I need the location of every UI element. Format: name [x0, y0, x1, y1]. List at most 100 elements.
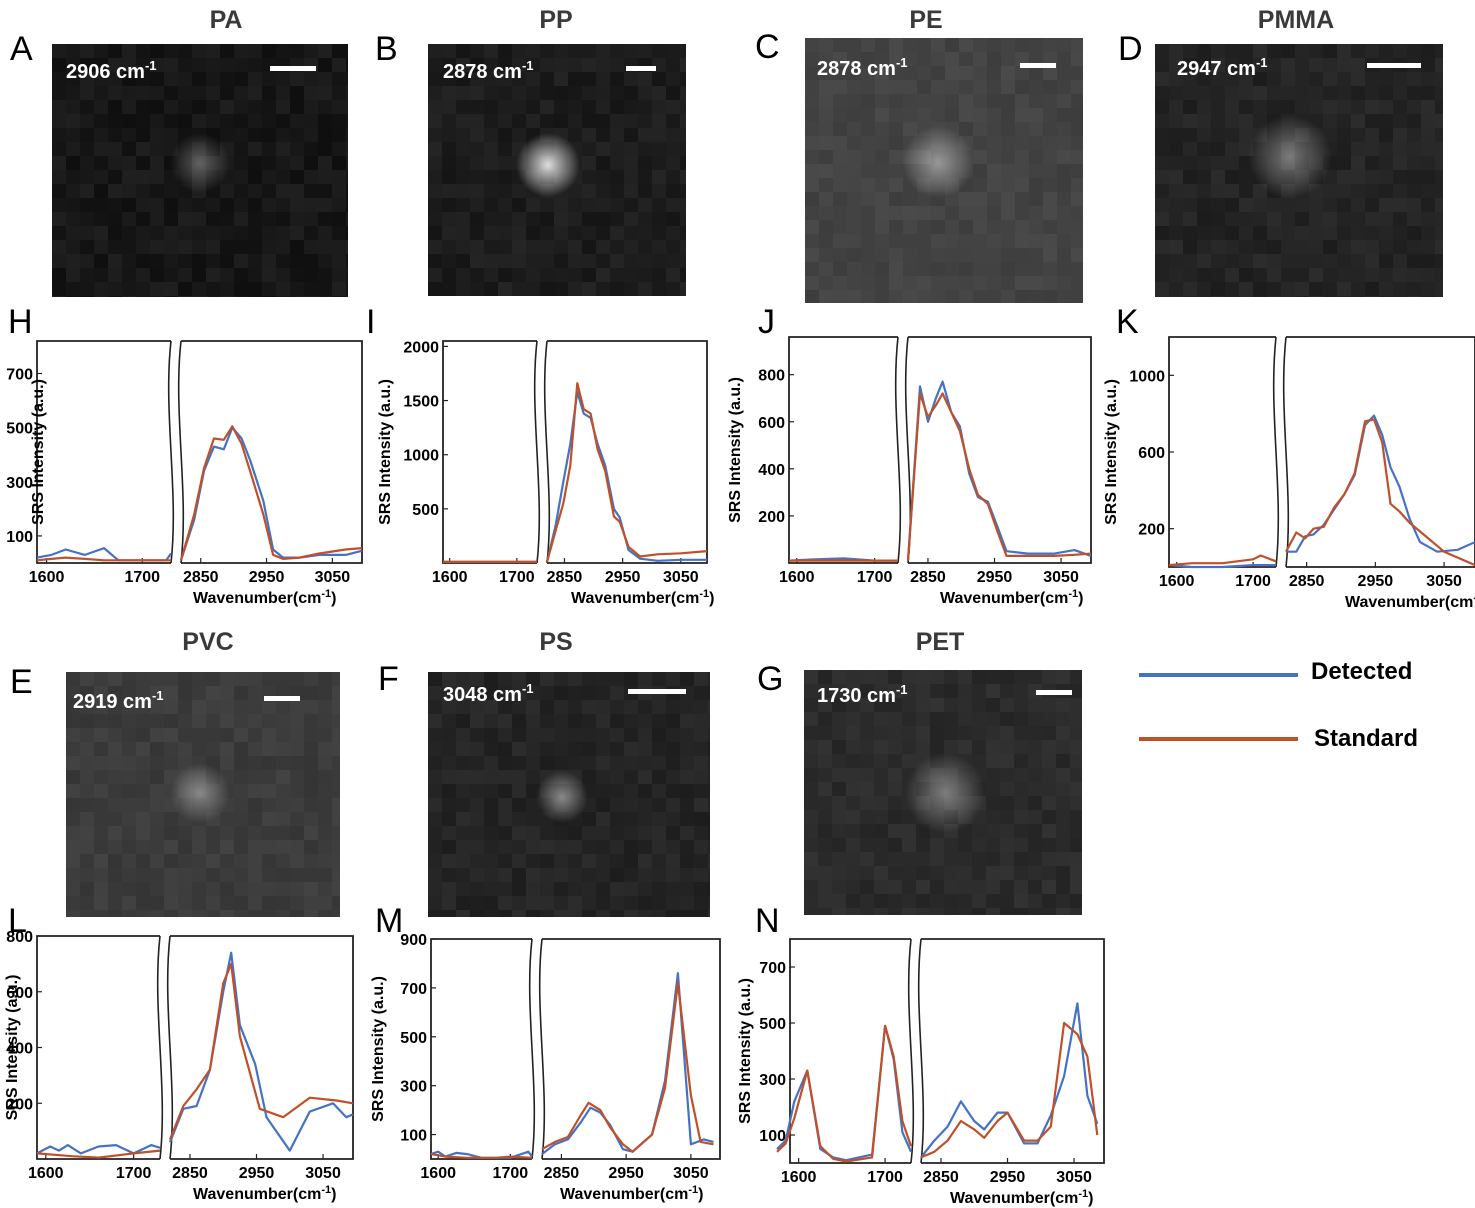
- image-pixel: [1042, 894, 1056, 908]
- image-pixel: [276, 868, 290, 882]
- y-tick-label: 500: [412, 502, 439, 519]
- image-pixel: [1309, 44, 1323, 58]
- image-pixel: [1014, 670, 1028, 684]
- image-pixel: [1169, 58, 1183, 72]
- image-pixel: [945, 80, 959, 94]
- image-pixel: [568, 254, 582, 268]
- image-pixel: [903, 248, 917, 262]
- image-pixel: [1365, 198, 1379, 212]
- panel-title: PS: [539, 628, 572, 656]
- image-pixel: [1001, 192, 1015, 206]
- image-pixel: [332, 896, 340, 910]
- image-pixel: [1014, 852, 1028, 866]
- image-pixel: [262, 812, 276, 826]
- image-pixel: [582, 142, 596, 156]
- image-pixel: [610, 128, 624, 142]
- image-pixel: [66, 282, 80, 296]
- image-pixel: [610, 798, 624, 812]
- image-pixel: [1183, 296, 1197, 297]
- image-pixel: [318, 44, 332, 58]
- image-pixel: [470, 86, 484, 100]
- image-pixel: [708, 826, 710, 840]
- image-pixel: [442, 226, 456, 240]
- image-pixel: [652, 756, 666, 770]
- image-pixel: [804, 796, 818, 810]
- image-pixel: [860, 726, 874, 740]
- image-pixel: [1323, 254, 1337, 268]
- image-pixel: [568, 100, 582, 114]
- image-pixel: [846, 880, 860, 894]
- image-pixel: [346, 156, 348, 170]
- image-pixel: [1379, 100, 1393, 114]
- y-tick-label: 900: [400, 932, 427, 949]
- image-pixel: [624, 226, 638, 240]
- image-pixel: [680, 756, 694, 770]
- x-tick-label: 2850: [923, 1169, 959, 1186]
- image-pixel: [94, 798, 108, 812]
- image-pixel: [917, 220, 931, 234]
- image-pixel: [498, 100, 512, 114]
- image-pixel: [889, 262, 903, 276]
- image-pixel: [178, 72, 192, 86]
- image-pixel: [526, 910, 540, 917]
- image-pixel: [1057, 80, 1071, 94]
- image-pixel: [276, 896, 290, 910]
- image-pixel: [1435, 296, 1443, 297]
- x-axis-label-text: Wavenumber(cm: [193, 590, 321, 607]
- image-pixel: [1057, 94, 1071, 108]
- y-axis-label: SRS Intensity (a.u.): [727, 377, 744, 523]
- image-pixel: [638, 770, 652, 784]
- image-pixel: [860, 754, 874, 768]
- image-pixel: [150, 714, 164, 728]
- image-pixel: [304, 170, 318, 184]
- image-pixel: [680, 58, 686, 72]
- image-pixel: [484, 184, 498, 198]
- image-pixel: [680, 198, 686, 212]
- image-pixel: [568, 840, 582, 854]
- image-pixel: [666, 100, 680, 114]
- image-pixel: [1253, 226, 1267, 240]
- image-pixel: [666, 226, 680, 240]
- image-pixel: [52, 142, 66, 156]
- image-pixel: [442, 686, 456, 700]
- image-pixel: [192, 100, 206, 114]
- image-pixel: [206, 254, 220, 268]
- image-pixel: [540, 282, 554, 296]
- image-pixel: [332, 282, 346, 296]
- image-pixel: [332, 268, 346, 282]
- image-pixel: [832, 908, 846, 915]
- image-pixel: [1169, 254, 1183, 268]
- image-pixel: [596, 86, 610, 100]
- image-pixel: [332, 854, 340, 868]
- image-pixel: [1435, 142, 1443, 156]
- image-pixel: [234, 896, 248, 910]
- image-pixel: [1351, 268, 1365, 282]
- image-pixel: [959, 220, 973, 234]
- image-pixel: [318, 742, 332, 756]
- image-pixel: [1435, 198, 1443, 212]
- image-pixel: [484, 100, 498, 114]
- x-tick-label: 2850: [547, 569, 583, 586]
- image-pixel: [596, 282, 610, 296]
- image-pixel: [833, 80, 847, 94]
- scale-bar: [628, 689, 686, 694]
- image-pixel: [318, 672, 332, 686]
- image-pixel: [164, 212, 178, 226]
- image-pixel: [1057, 122, 1071, 136]
- image-pixel: [206, 882, 220, 896]
- image-pixel: [1155, 114, 1169, 128]
- image-pixel: [1015, 108, 1029, 122]
- image-pixel: [1169, 282, 1183, 296]
- image-pixel: [1379, 170, 1393, 184]
- image-pixel: [902, 852, 916, 866]
- image-pixel: [1407, 282, 1421, 296]
- image-pixel: [902, 908, 916, 915]
- image-pixel: [192, 114, 206, 128]
- image-pixel: [666, 58, 680, 72]
- image-pixel: [1309, 296, 1323, 297]
- image-pixel: [1001, 206, 1015, 220]
- panel-letter: G: [757, 660, 783, 698]
- image-pixel: [206, 700, 220, 714]
- image-pixel: [220, 254, 234, 268]
- x-tick-label: 1600: [432, 569, 468, 586]
